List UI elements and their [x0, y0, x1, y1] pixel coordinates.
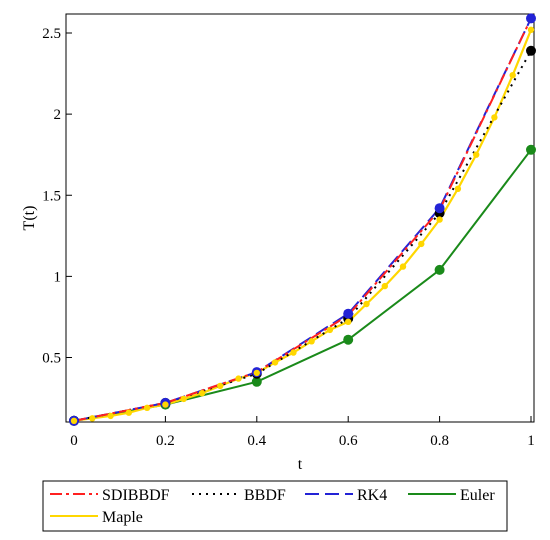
series-point-maple	[363, 300, 370, 308]
series-point-maple	[527, 26, 535, 33]
series-point-maple	[89, 415, 96, 422]
x-axis-title: t	[298, 456, 303, 473]
series-point-maple	[235, 375, 242, 382]
legend-items: SDIBBDF BBDF RK4 Euler Maple	[50, 487, 495, 526]
x-tick-label: 1	[527, 433, 535, 449]
series-point-maple	[381, 282, 388, 290]
y-tick-label: 1.5	[42, 188, 61, 204]
series-point-maple	[290, 349, 297, 356]
series-point-maple	[491, 114, 498, 121]
series-point-euler	[526, 144, 536, 155]
marker-layer	[69, 13, 536, 426]
series-point-euler	[343, 334, 354, 345]
series-point-maple	[308, 338, 315, 345]
x-tick-label: 0.2	[156, 433, 175, 449]
legend: SDIBBDF BBDF RK4 Euler Maple	[42, 480, 508, 532]
series-point-maple	[143, 404, 151, 411]
series-point-euler	[251, 376, 262, 387]
y-tick-label: 2	[54, 107, 62, 123]
series-point-maple	[436, 216, 443, 223]
series-line-sdibbdf	[73, 17, 532, 422]
series-line-rk4	[73, 17, 532, 422]
legend-box	[42, 480, 508, 532]
y-tick-label: 1	[54, 269, 62, 285]
series-point-maple	[180, 395, 187, 403]
y-tick-label: 2.5	[42, 26, 61, 42]
legend-label-bbdf: BBDF	[244, 487, 286, 504]
series-point-maple	[162, 401, 169, 408]
series-line-maple	[73, 29, 533, 422]
legend-label-sdibbdf: SDIBBDF	[102, 487, 170, 504]
series-point-maple	[454, 185, 462, 192]
series-point-maple	[345, 318, 352, 325]
series-point-rk4	[526, 13, 536, 24]
series-point-maple	[198, 390, 206, 397]
series-point-maple	[70, 417, 78, 424]
series-point-maple	[399, 263, 407, 270]
y-tick-label: 0.5	[42, 351, 61, 367]
series-line-bbdf	[73, 50, 532, 422]
series-point-maple	[418, 240, 425, 248]
y-axis-ticks: 0.5 1 1.5 2 2.5	[42, 26, 72, 367]
series-point-maple	[509, 72, 516, 79]
series-point-maple	[107, 412, 114, 420]
x-tick-label: 0.4	[247, 433, 266, 449]
series-point-maple	[473, 151, 480, 158]
x-axis-ticks: 0 0.2 0.4 0.6 0.8 1	[70, 416, 535, 449]
y-axis-title: T(t)	[21, 206, 38, 231]
series-point-maple	[125, 409, 132, 416]
x-tick-label: 0	[70, 433, 78, 449]
x-tick-label: 0.6	[339, 433, 358, 449]
series-point-maple	[217, 382, 224, 390]
legend-label-rk4: RK4	[357, 487, 387, 504]
legend-label-euler: Euler	[460, 487, 495, 504]
series-point-maple	[271, 359, 279, 366]
x-tick-label: 0.8	[430, 433, 449, 449]
plot-frame	[65, 13, 535, 423]
series-point-rk4	[434, 203, 445, 214]
series-layer	[73, 17, 533, 422]
series-point-maple	[326, 326, 334, 334]
series-point-maple	[253, 369, 260, 377]
legend-label-maple: Maple	[102, 509, 143, 526]
series-point-rk4	[343, 308, 354, 319]
series-point-bbdf	[526, 45, 536, 56]
series-point-euler	[434, 264, 445, 275]
series-line-euler	[73, 149, 532, 422]
